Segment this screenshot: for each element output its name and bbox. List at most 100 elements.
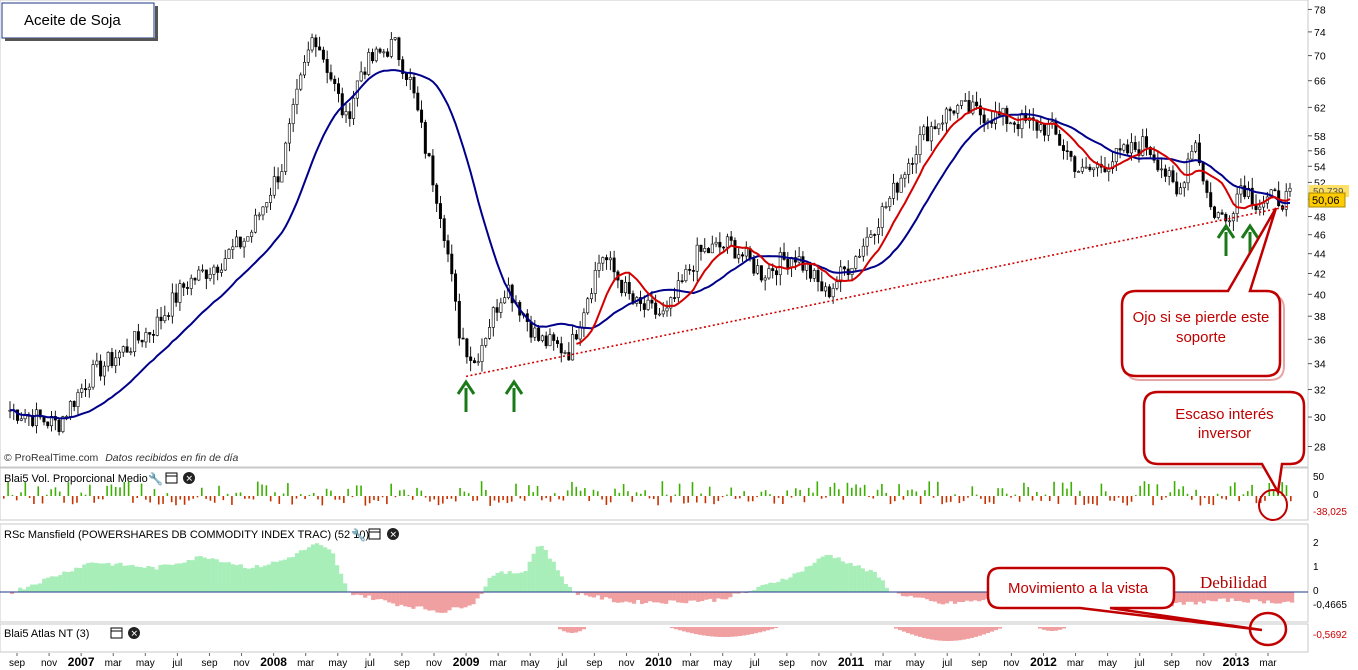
candle-body [1114,148,1118,163]
close-icon[interactable] [128,627,140,639]
atlas-bar [1042,627,1046,630]
rsc-bar [407,592,412,608]
rsc-bar [302,549,308,592]
candle-body [491,307,495,328]
volume-bar [50,489,52,496]
candle-body [363,71,367,75]
volume-bar [269,496,272,502]
candle-body [401,59,405,74]
rsc-bar [1213,592,1218,602]
volume-bar [786,490,788,496]
volume-bar [523,496,526,501]
candle-body [673,297,677,299]
maximize-icon[interactable] [110,627,123,639]
volume-bar [876,489,879,496]
volume-bar [971,486,974,496]
atlas-bar [1046,627,1050,631]
candle-body [544,335,548,347]
volume-bar [239,492,242,496]
candle-body [816,270,820,283]
volume-bar [33,496,35,504]
rsc-bar [579,592,584,594]
rsc-bar [170,564,175,592]
volume-bar [1113,496,1116,501]
rsc-bar [1269,592,1275,604]
volume-bar [1199,496,1202,506]
candle-body [1239,185,1243,195]
candle-body [393,37,397,40]
rsc-bar [519,572,524,592]
rsc-bar [415,592,420,607]
candle-body [1126,144,1130,154]
volume-bar [803,496,806,503]
rsc-bar [788,577,793,592]
candle-body [684,269,688,282]
rsc-bar [920,592,926,598]
candle-body [163,315,167,322]
rsc-bar [844,563,849,592]
candle-body [72,401,76,408]
rsc-bar [587,592,593,597]
atlas-bar [726,627,730,637]
rsc-bar [42,578,47,592]
wrench-icon[interactable]: 🔧 [351,527,366,542]
volume-bar [312,492,315,496]
candle-body [1228,220,1232,223]
volume-bar [1048,496,1051,502]
rsc-bar [266,564,272,592]
volume-bar [15,496,18,501]
rsc-bar [688,592,693,601]
rsc-bar [1277,592,1283,604]
rsc-bar [90,562,95,592]
volume-bar [579,490,582,496]
atlas-bar [974,627,978,637]
candle-body [563,352,567,354]
rsc-bar [535,546,540,592]
candle-body [34,409,38,427]
candle-body [114,357,118,367]
rsc-bar [668,592,673,601]
rsc-bar [615,592,621,603]
rsc-bar [487,577,492,592]
candle-body [280,171,284,183]
candle-body [374,48,378,62]
volume-bar [201,487,203,496]
rsc-bar [736,592,741,594]
maximize-icon[interactable] [368,528,381,540]
rsc-bar [242,567,247,592]
wrench-icon[interactable]: 🔧 [148,471,163,486]
volume-bar [945,496,948,503]
volume-bar [863,484,866,496]
maximize-icon[interactable] [165,472,178,484]
candle-body [1167,170,1171,177]
candle-body [352,97,356,119]
rsc-tick-1: 1 [1313,562,1319,573]
candle-body [306,49,310,63]
candle-body [427,153,431,157]
candle-body [167,315,171,317]
volume-bar [282,493,285,496]
close-icon[interactable] [183,472,195,484]
candle-body [820,281,824,292]
weakness-label: Debilidad [1200,573,1268,592]
close-icon[interactable] [387,528,399,540]
y-tick-label: 56 [1314,146,1326,158]
candle-body [178,283,182,303]
rsc-bar [772,583,777,592]
volume-bar [868,496,870,498]
volume-bar [429,496,431,502]
volume-bar [1169,492,1172,496]
atlas-bar [1038,627,1042,629]
atlas-bar [578,627,582,632]
y-tick-label: 70 [1314,51,1326,63]
rsc-bar [1197,592,1202,602]
candle-body [733,240,737,259]
candle-body [605,257,609,261]
candle-body [744,248,748,257]
volume-bar [829,486,832,496]
volume-bar [416,487,418,496]
candle-body [87,386,91,391]
candle-body [117,351,121,359]
candle-body [884,206,888,208]
candle-body [155,316,159,336]
